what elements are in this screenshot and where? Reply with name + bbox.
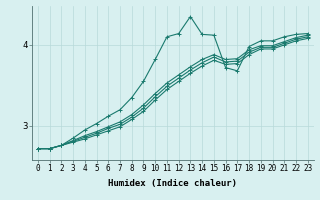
X-axis label: Humidex (Indice chaleur): Humidex (Indice chaleur) <box>108 179 237 188</box>
